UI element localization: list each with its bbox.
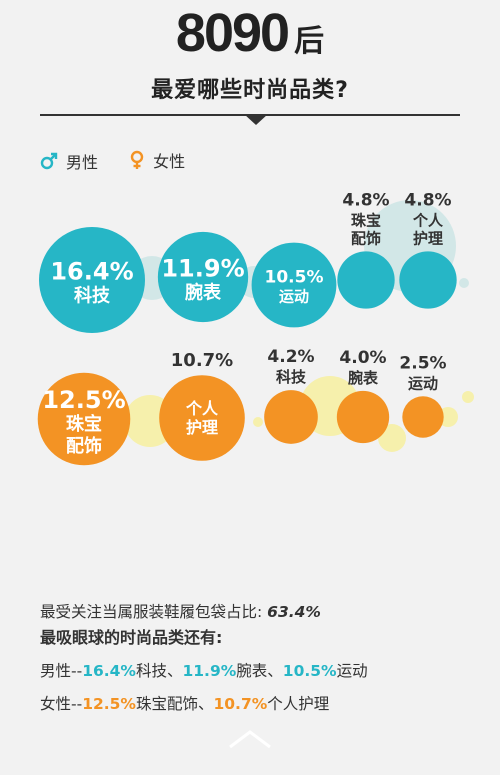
bubble-label-female-0-0: 珠宝 — [66, 413, 102, 435]
summary-female-t1: 珠宝配饰、 — [135, 695, 214, 713]
divider-arrow-icon — [244, 114, 268, 125]
bubble-label-female-3-0: 腕表 — [348, 369, 379, 387]
male-symbol-icon — [40, 152, 58, 170]
decor-circle-male-4 — [459, 278, 469, 288]
page-title: 8090 后 — [0, 2, 500, 64]
summary-line1-text: 最受关注当属服装鞋履包袋占比: — [40, 603, 263, 621]
summary-male-prefix: 男性-- — [40, 662, 83, 680]
summary-female-v1: 12.5% — [82, 695, 136, 713]
legend-female-label: 女性 — [153, 152, 186, 171]
bubble-value-female-4: 2.5% — [399, 353, 446, 373]
summary-line-2: 最吸眼球的时尚品类还有: — [40, 628, 223, 647]
bubble-label-male-2-0: 运动 — [279, 288, 309, 306]
summary-line-male: 男性--16.4%科技、11.9%腕表、10.5%运动 — [40, 659, 480, 692]
bubble-label-female-1-1: 护理 — [186, 418, 218, 437]
bubble-value-female-1: 10.7% — [171, 350, 233, 371]
page-subtitle: 最爱哪些时尚品类? — [151, 78, 349, 103]
bubble-label-male-3-1: 配饰 — [351, 229, 381, 247]
bubble-value-male-3: 4.8% — [342, 190, 389, 210]
bubble-value-female-2: 4.2% — [267, 347, 314, 367]
bubble-label-male-4-0: 个人 — [412, 211, 444, 229]
bubble-label-female-0-1: 配饰 — [66, 435, 102, 457]
summary-male-t1: 科技、 — [135, 662, 183, 680]
bubble-value-male-1: 11.9% — [161, 255, 244, 283]
bubble-label-male-1-0: 腕表 — [185, 282, 222, 304]
bubble-label-male-0-0: 科技 — [74, 285, 111, 307]
summary-male-v2: 11.9% — [182, 662, 237, 680]
bubble-value-male-4: 4.8% — [404, 190, 451, 210]
summary-line1-value: 63.4% — [267, 603, 321, 621]
bubble-male-0 — [39, 227, 145, 333]
summary-line-female: 女性--12.5%珠宝配饰、10.7%个人护理 — [40, 692, 480, 725]
bubble-value-male-0: 16.4% — [50, 258, 133, 286]
summary-female-prefix: 女性-- — [40, 695, 83, 713]
legend-male-label: 男性 — [66, 153, 99, 172]
bubble-value-male-2: 10.5% — [265, 268, 324, 288]
bubble-female-2 — [264, 390, 318, 444]
bubble-male-3 — [337, 251, 395, 309]
summary-male-v3: 10.5% — [282, 662, 337, 680]
bubble-male-4 — [399, 251, 457, 309]
summary-female-v2: 10.7% — [213, 695, 268, 713]
bubble-male-2 — [251, 242, 337, 328]
bubble-value-female-3: 4.0% — [339, 348, 386, 368]
bubble-label-male-4-1: 护理 — [413, 229, 443, 247]
bubble-female-4 — [402, 396, 444, 438]
bubble-female-0 — [37, 372, 131, 466]
legend: 男性 女性 — [40, 148, 211, 174]
chevron-up-icon[interactable] — [228, 728, 272, 750]
legend-item-male: 男性 — [40, 149, 98, 173]
header: 8090 后 最爱哪些时尚品类? — [0, 0, 500, 130]
summary-male-v1: 16.4% — [82, 662, 136, 680]
summary: 最受关注当属服装鞋履包袋占比: 63.4% 最吸眼球的时尚品类还有: 男性--1… — [40, 600, 480, 725]
decor-circle-female-4 — [462, 391, 474, 403]
bubble-female-3 — [336, 390, 390, 444]
legend-item-female: 女性 — [129, 148, 185, 172]
bubble-chart: 16.4%科技11.9%腕表10.5%运动4.8%珠宝配饰4.8%个人护理12.… — [37, 190, 474, 466]
summary-male-t2: 腕表、 — [236, 662, 283, 680]
bubble-female-1 — [159, 375, 245, 461]
female-symbol-icon — [130, 150, 144, 169]
bubble-value-female-0: 12.5% — [42, 386, 125, 414]
bubble-label-female-1-0: 个人 — [185, 399, 219, 418]
bubble-label-female-4-0: 运动 — [408, 374, 438, 392]
summary-female-t2: 个人护理 — [267, 695, 330, 713]
bubble-male-1 — [157, 231, 249, 323]
summary-line-1: 最受关注当属服装鞋履包袋占比: 63.4% — [40, 600, 480, 626]
bubble-label-female-2-0: 科技 — [276, 368, 307, 386]
title-suffix: 后 — [294, 25, 325, 58]
summary-male-t3: 运动 — [336, 662, 368, 680]
decor-circle-female-5 — [253, 417, 263, 427]
title-number: 8090 — [175, 3, 290, 63]
bubble-label-male-3-0: 珠宝 — [351, 211, 381, 229]
